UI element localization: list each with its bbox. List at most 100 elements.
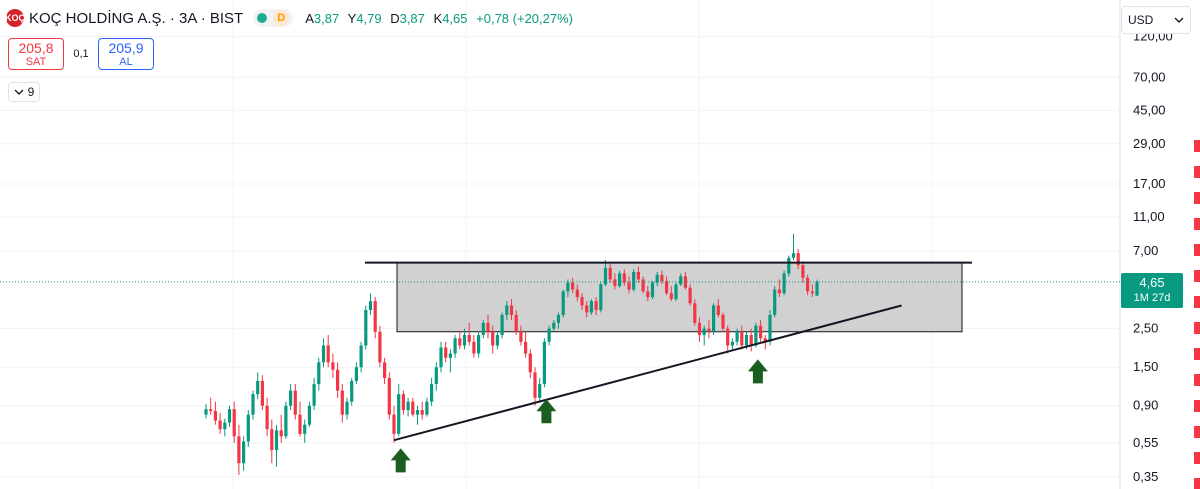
candle-body bbox=[618, 273, 622, 287]
last-price-value: 4,65 bbox=[1139, 275, 1165, 290]
candle-body bbox=[331, 362, 335, 370]
candle-body bbox=[209, 409, 213, 411]
indicators-count: 9 bbox=[27, 85, 35, 99]
bar-countdown: 1M 27d bbox=[1133, 292, 1171, 304]
candle-body bbox=[712, 305, 716, 332]
candle-body bbox=[688, 287, 692, 304]
candle-body bbox=[223, 422, 227, 430]
candle-body bbox=[815, 281, 819, 296]
candle-body bbox=[364, 310, 368, 346]
candle-body bbox=[500, 314, 504, 335]
y-tick-label: 7,00 bbox=[1133, 243, 1158, 258]
y-tick-label: 0,35 bbox=[1133, 469, 1158, 484]
currency-select[interactable]: USD bbox=[1121, 6, 1191, 34]
y-tick-label: 1,50 bbox=[1133, 359, 1158, 374]
candle-body bbox=[519, 331, 523, 342]
candle-body bbox=[420, 410, 424, 415]
candle-body bbox=[312, 384, 316, 406]
candle-body bbox=[589, 301, 593, 313]
sell-price: 205,8 bbox=[18, 39, 54, 56]
buy-button[interactable]: 205,9 AL bbox=[98, 38, 154, 70]
candle-body bbox=[317, 362, 321, 385]
candle-body bbox=[491, 331, 495, 346]
indicators-toggle-button[interactable]: 9 bbox=[8, 82, 40, 102]
volume-profile-mark bbox=[1194, 218, 1200, 230]
candle-body bbox=[227, 409, 232, 423]
candle-body bbox=[383, 362, 387, 379]
candle-body bbox=[481, 322, 485, 335]
candle-body bbox=[608, 267, 612, 280]
candle-body bbox=[707, 328, 711, 332]
candle-body bbox=[373, 301, 377, 332]
volume-profile-mark bbox=[1194, 192, 1200, 204]
candle-body bbox=[566, 282, 570, 292]
candle-body bbox=[378, 331, 382, 363]
candle-body bbox=[801, 265, 805, 278]
candle-body bbox=[458, 338, 462, 346]
candle-body bbox=[768, 314, 772, 342]
y-tick-label: 0,55 bbox=[1133, 435, 1158, 450]
candle-body bbox=[434, 367, 438, 385]
candle-body bbox=[477, 334, 481, 354]
candle-body bbox=[354, 367, 358, 381]
volume-profile-mark bbox=[1194, 348, 1200, 360]
candle-body bbox=[622, 273, 626, 283]
candle-body bbox=[415, 410, 420, 415]
chevron-down-icon bbox=[14, 89, 24, 95]
candle-body bbox=[528, 353, 532, 373]
candle-body bbox=[232, 409, 236, 437]
sell-button[interactable]: 205,8 SAT bbox=[8, 38, 64, 70]
candle-body bbox=[594, 301, 598, 311]
candle-body bbox=[759, 325, 763, 339]
candle-body bbox=[632, 271, 636, 290]
candle-body bbox=[368, 301, 373, 311]
volume-profile-mark bbox=[1194, 478, 1200, 489]
candle-body bbox=[509, 305, 514, 315]
candle-body bbox=[810, 291, 814, 294]
candle-body bbox=[218, 420, 222, 430]
candle-body bbox=[547, 328, 551, 342]
ohlc-values: A3,87 Y4,79 D3,87 K4,65 +0,78 (+20,27%) bbox=[305, 10, 573, 26]
symbol-legend: KOÇ KOÇ HOLDİNG A.Ş. · 3A · BIST D A3,87… bbox=[5, 9, 573, 27]
candle-body bbox=[462, 334, 467, 346]
candle-body bbox=[439, 347, 443, 368]
up-arrow-icon bbox=[536, 399, 557, 424]
candle-body bbox=[444, 347, 448, 358]
candle-body bbox=[321, 345, 326, 363]
candle-body bbox=[721, 314, 725, 329]
candle-body bbox=[246, 414, 250, 442]
volume-profile-mark bbox=[1194, 296, 1200, 308]
candle-body bbox=[430, 384, 434, 402]
candle-body bbox=[646, 291, 650, 298]
candle-body bbox=[650, 282, 655, 298]
volume-profile-mark bbox=[1194, 166, 1200, 178]
symbol-title[interactable]: KOÇ HOLDİNG A.Ş. · 3A · BIST bbox=[29, 9, 244, 27]
y-tick-label: 11,00 bbox=[1133, 209, 1165, 224]
candle-body bbox=[552, 322, 556, 329]
candle-body bbox=[603, 267, 608, 285]
y-tick-label: 70,00 bbox=[1133, 69, 1166, 84]
candle-body bbox=[791, 253, 796, 258]
candle-body bbox=[359, 345, 363, 368]
open-value: 3,87 bbox=[313, 10, 340, 26]
candle-body bbox=[260, 380, 264, 406]
y-tick-label: 0,90 bbox=[1133, 398, 1158, 413]
candle-body bbox=[533, 372, 537, 398]
market-status[interactable]: D bbox=[253, 9, 294, 27]
candle-body bbox=[237, 436, 241, 464]
candle-body bbox=[571, 282, 575, 290]
buy-price: 205,9 bbox=[108, 39, 144, 56]
candle-body bbox=[641, 279, 645, 292]
chevron-down-icon bbox=[1174, 17, 1184, 23]
candle-body bbox=[683, 276, 687, 288]
candle-body bbox=[336, 369, 340, 391]
candle-body bbox=[270, 429, 274, 451]
volume-profile-mark bbox=[1194, 426, 1200, 438]
candle-body bbox=[796, 253, 800, 266]
up-arrow-icon bbox=[390, 448, 411, 473]
y-tick-label: 29,00 bbox=[1133, 136, 1166, 151]
candle-body bbox=[730, 341, 734, 346]
candle-body bbox=[307, 405, 311, 425]
candle-body bbox=[392, 414, 396, 434]
